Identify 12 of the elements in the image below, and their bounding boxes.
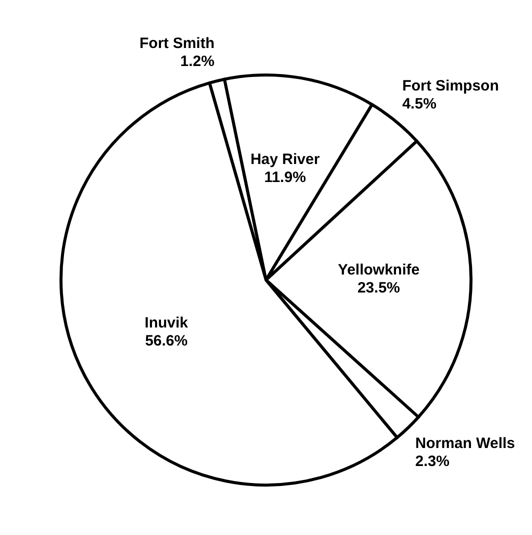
data-label: 56.6%: [145, 332, 188, 350]
slice-label: Norman Wells: [415, 435, 516, 452]
data-label: 1.2%: [180, 52, 215, 70]
slice-label: Yellowknife: [338, 261, 420, 278]
slice-label: Inuvik: [144, 314, 189, 332]
data-label: 4.5%: [402, 95, 436, 112]
slice-label: Fort Simpson: [402, 77, 499, 94]
data-label: 2.3%: [415, 453, 450, 470]
data-label: 11.9%: [264, 168, 306, 186]
data-label: 23.5%: [357, 279, 400, 296]
slice-label: Fort Smith: [140, 34, 215, 52]
slice-label: Hay River: [250, 150, 320, 168]
